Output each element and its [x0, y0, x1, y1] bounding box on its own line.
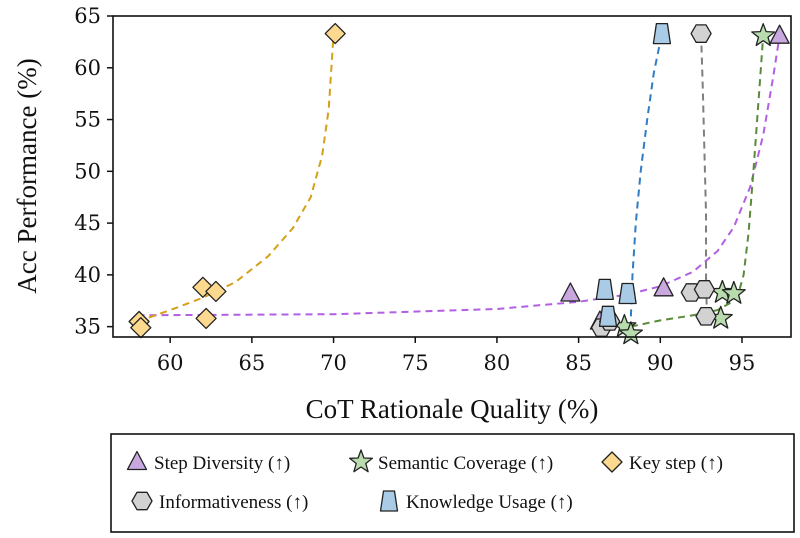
x-tick-label: 65 [239, 351, 266, 375]
y-tick-label: 35 [74, 315, 101, 339]
y-tick-label: 40 [74, 263, 101, 287]
knowledge-usage-trend-curve [629, 33, 663, 317]
informativeness-point [695, 306, 717, 326]
y-tick-label: 50 [74, 159, 101, 183]
semantic-coverage-legend-marker [348, 449, 374, 473]
y-tick-label: 65 [74, 4, 101, 28]
legend-box [110, 433, 795, 533]
informativeness-legend-label: Informativeness (↑) [159, 492, 308, 513]
plot-frame [112, 15, 792, 338]
key-step-trend-curve [137, 33, 335, 323]
step-diversity-legend-label: Step Diversity (↑) [154, 453, 290, 474]
knowledge-usage-point [598, 305, 618, 327]
key-step-legend-marker [601, 451, 623, 473]
semantic-coverage-trend-curve [630, 35, 765, 328]
x-tick-label: 60 [157, 351, 184, 375]
y-tick-label: 45 [74, 211, 101, 235]
key-step-point [195, 307, 217, 330]
knowledge-usage-legend-label: Knowledge Usage (↑) [406, 492, 573, 513]
knowledge-usage-point [618, 282, 637, 305]
semantic-coverage-point [721, 280, 746, 304]
data-points [128, 22, 790, 345]
knowledge-usage-legend-marker [379, 490, 399, 512]
x-axis-ticks: 60 65 70 75 80 85 90 95 [157, 337, 756, 375]
y-tick-label: 60 [74, 56, 101, 80]
step-diversity-trend-curve [137, 35, 781, 317]
informativeness-point [693, 280, 716, 299]
x-tick-label: 90 [647, 351, 674, 375]
step-diversity-legend-marker [126, 450, 148, 471]
key-step-legend-label: Key step (↑) [629, 453, 723, 474]
x-tick-label: 85 [565, 351, 592, 375]
step-diversity-point [560, 282, 581, 302]
y-axis-label: Acc Performance (%) [12, 58, 42, 293]
knowledge-usage-point [595, 278, 614, 301]
trend-curves [137, 33, 781, 328]
x-tick-label: 75 [402, 351, 429, 375]
knowledge-usage-point [652, 22, 672, 45]
x-tick-label: 70 [320, 351, 347, 375]
semantic-coverage-point [751, 23, 776, 47]
informativeness-point [690, 24, 712, 43]
key-step-point [324, 22, 346, 45]
step-diversity-point [653, 277, 674, 297]
informativeness-trend-curve [700, 33, 708, 317]
key-step-point [205, 280, 227, 303]
legend: Step Diversity (↑) Semantic Coverage (↑) K… [126, 449, 723, 513]
y-axis-ticks: 35 40 45 50 55 60 65 [74, 4, 113, 339]
semantic-coverage-point [618, 321, 643, 345]
x-tick-label: 95 [729, 351, 756, 375]
step-diversity-point [769, 24, 790, 44]
x-axis-label: CoT Rationale Quality (%) [306, 394, 599, 424]
x-tick-label: 80 [484, 351, 511, 375]
semantic-coverage-legend-label: Semantic Coverage (↑) [378, 453, 553, 474]
informativeness-legend-marker [131, 491, 153, 511]
y-tick-label: 55 [74, 108, 101, 132]
